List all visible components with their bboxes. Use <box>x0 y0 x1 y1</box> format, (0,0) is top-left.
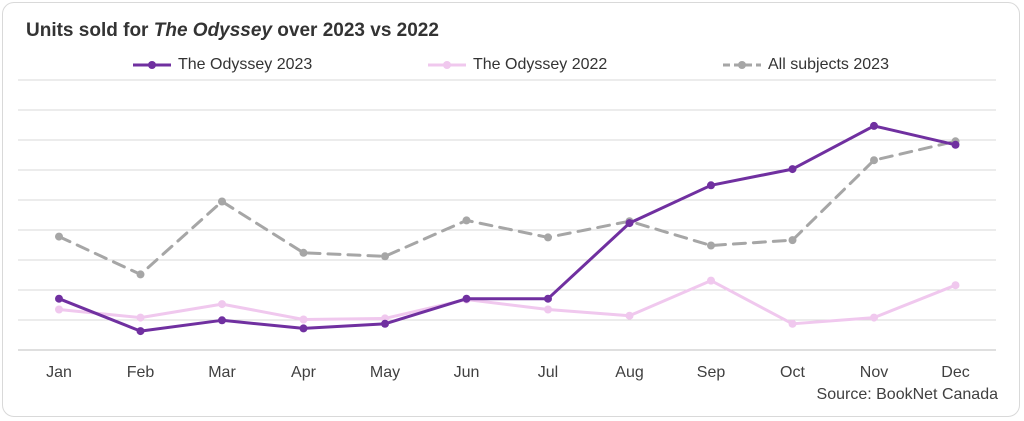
series-2-point <box>544 305 552 314</box>
x-tick-label: Apr <box>291 364 317 381</box>
series-2-point <box>299 315 308 324</box>
x-tick-label: May <box>370 364 400 381</box>
legend-line-marker-icon <box>133 61 171 69</box>
legend-dashed-marker-icon <box>723 61 761 69</box>
series-2-point <box>136 313 145 322</box>
legend-label: The Odyssey 2022 <box>473 56 608 73</box>
series-1-point <box>788 165 797 174</box>
legend-label: The Odyssey 2023 <box>178 56 313 73</box>
title-prefix: Units sold for <box>26 20 154 41</box>
series-1-point <box>951 140 960 149</box>
x-tick-label: Jan <box>46 364 72 381</box>
legend: The Odyssey 2023 The Odyssey 2022 All su… <box>0 56 1024 78</box>
series-2-point <box>55 305 63 314</box>
series-2-point <box>218 300 226 309</box>
x-tick-label: Sep <box>697 364 726 381</box>
series-line-1 <box>57 124 957 333</box>
series-1-point <box>218 316 226 325</box>
series-3-point <box>544 233 552 242</box>
series-3-point <box>462 216 471 225</box>
series-3-point <box>55 232 63 241</box>
x-tick-label: Dec <box>941 364 969 381</box>
legend-item-odyssey-2022[interactable]: The Odyssey 2022 <box>427 56 607 74</box>
chart-title: Units sold for The Odyssey over 2023 vs … <box>26 20 439 42</box>
series-1-point <box>870 121 878 130</box>
series-3-point <box>870 156 878 165</box>
legend-item-all-subjects-2023[interactable]: All subjects 2023 <box>722 56 889 74</box>
series-line-2 <box>57 279 957 326</box>
series-1-point <box>136 327 145 336</box>
x-tick-label: Jul <box>538 364 558 381</box>
series-1-point <box>707 181 715 190</box>
series-3-point <box>381 252 389 261</box>
chart-card <box>2 2 1020 417</box>
series-1-point <box>299 324 308 333</box>
series-2-point <box>625 311 634 320</box>
series-2-point <box>870 313 878 322</box>
series-3-point <box>788 236 797 245</box>
x-tick-label: Aug <box>615 364 643 381</box>
x-tick-label: Feb <box>127 364 155 381</box>
x-tick-label: Mar <box>208 364 236 381</box>
title-italic: The Odyssey <box>153 20 273 41</box>
series-2-point <box>707 276 715 285</box>
series-2-point <box>788 319 797 328</box>
series-1-point <box>462 294 471 303</box>
x-tick-label: Jun <box>454 364 480 381</box>
x-tick-label: Oct <box>780 364 805 381</box>
series-3-point <box>136 270 145 279</box>
series-1-point <box>625 219 634 228</box>
title-suffix: over 2023 vs 2022 <box>272 20 439 41</box>
series-1-point <box>55 294 63 303</box>
series-1-point <box>544 294 552 303</box>
series-3-point <box>299 248 308 257</box>
series-2-point <box>951 281 960 290</box>
series-1-point <box>381 319 389 328</box>
legend-item-odyssey-2023[interactable]: The Odyssey 2023 <box>132 56 312 74</box>
series-3-point <box>707 241 715 250</box>
source-note: Source: BookNet Canada <box>816 386 998 403</box>
legend-label: All subjects 2023 <box>768 56 889 73</box>
legend-line-marker-icon <box>428 61 466 69</box>
series-line-3 <box>57 139 957 276</box>
x-tick-label: Nov <box>860 364 888 381</box>
series-3-point <box>218 197 226 206</box>
